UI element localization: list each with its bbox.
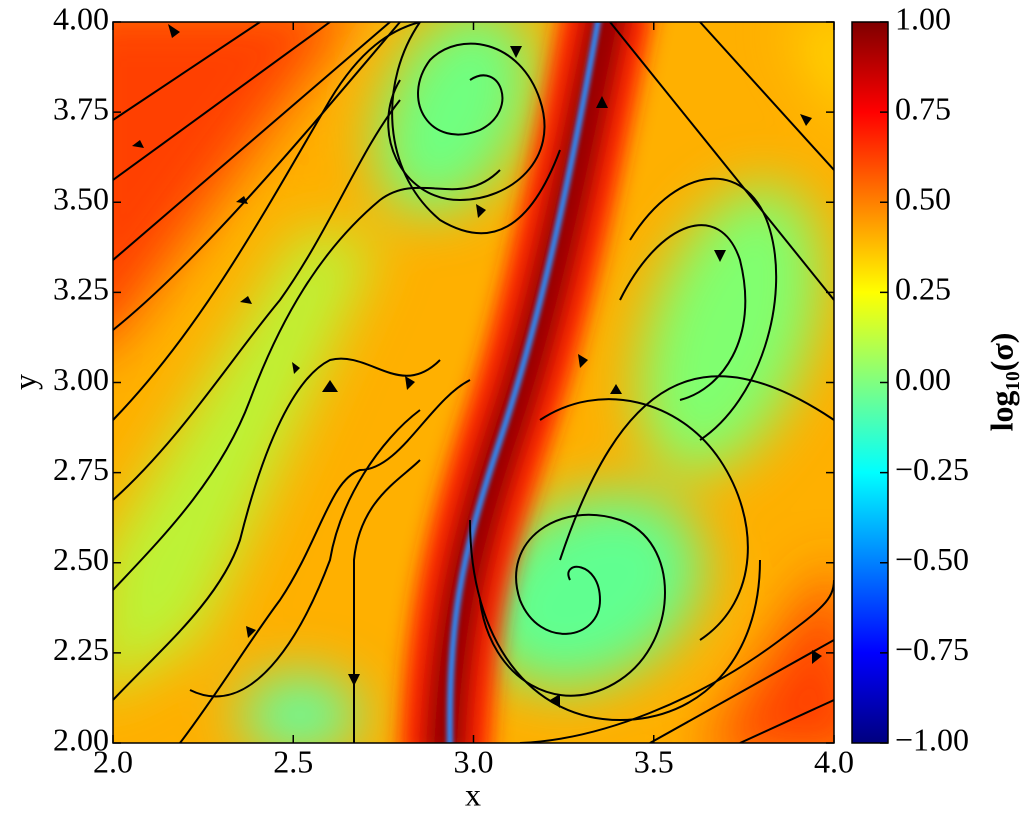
x-tick-label: 3.5 [634, 743, 674, 779]
y-tick-label: 3.25 [53, 271, 109, 307]
colorbar-tick-label: −0.75 [895, 631, 969, 667]
y-tick-label: 2.75 [53, 451, 109, 487]
colorbar-tick-label: 1.00 [895, 0, 951, 36]
y-tick-label: 2.25 [53, 631, 109, 667]
y-tick-label: 2.50 [53, 541, 109, 577]
heatmap-field [113, 22, 834, 743]
x-axis-label: x [465, 776, 481, 812]
colorbar-tick-label: −0.50 [895, 541, 969, 577]
y-tick-label: 4.00 [53, 0, 109, 36]
colorbar-tick-label: −1.00 [895, 721, 969, 757]
x-tick-label: 3.0 [454, 743, 494, 779]
x-tick-label: 2.0 [93, 743, 133, 779]
y-tick-label: 3.50 [53, 181, 109, 217]
colorbar-tick-label: 0.00 [895, 361, 951, 397]
colorbar-tick-label: 0.50 [895, 181, 951, 217]
y-axis-label: y [6, 374, 42, 390]
streamlines [113, 22, 834, 743]
colorbar-tick-label: 0.75 [895, 90, 951, 126]
colorbar-tick-label: 0.25 [895, 271, 951, 307]
y-tick-label: 3.75 [53, 90, 109, 126]
colorbar-label: log₁₀(σ) [983, 333, 1019, 432]
y-tick-label: 2.00 [53, 721, 109, 757]
x-tick-label: 4.0 [814, 743, 854, 779]
stream-arrows [132, 24, 822, 708]
x-tick-label: 2.5 [273, 743, 313, 779]
colorbar-tick-label: −0.25 [895, 451, 969, 487]
y-tick-label: 3.00 [53, 361, 109, 397]
